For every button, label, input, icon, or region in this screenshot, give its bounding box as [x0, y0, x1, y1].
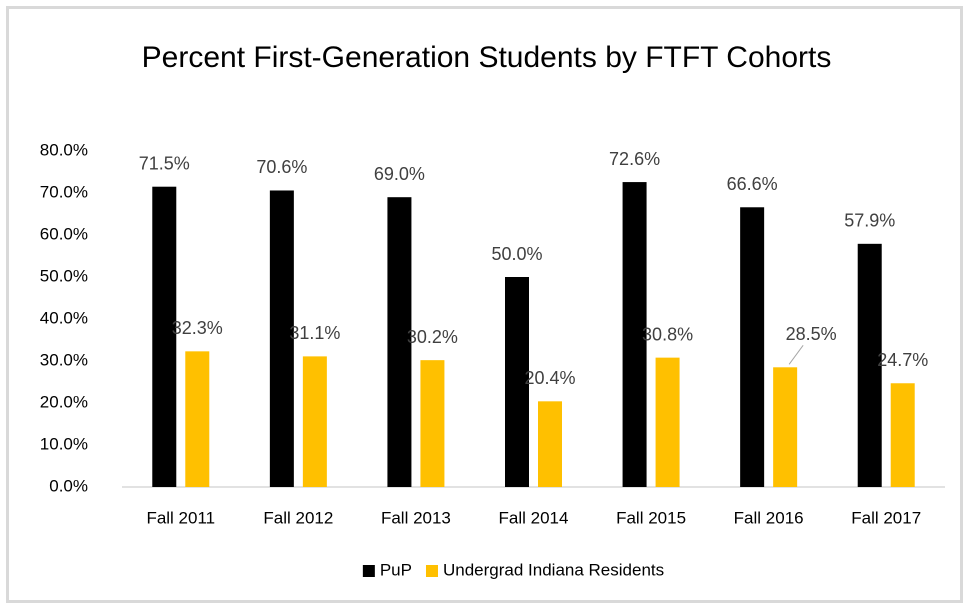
data-label: 30.2% [407, 327, 458, 347]
data-label: 71.5% [139, 153, 190, 173]
data-label: 28.5% [786, 324, 837, 344]
legend-swatch [425, 565, 438, 577]
bar [740, 207, 765, 487]
bar [302, 356, 327, 487]
legend-label: PuP [380, 560, 412, 579]
x-tick-label: Fall 2011 [146, 508, 215, 527]
bar [269, 190, 294, 488]
data-label: 31.1% [289, 323, 340, 343]
data-label: 32.3% [172, 318, 223, 338]
data-label: 69.0% [374, 164, 425, 184]
bar [505, 277, 529, 487]
bar [185, 351, 210, 487]
y-tick-label: 0.0% [49, 476, 88, 495]
data-label: 30.8% [642, 324, 693, 344]
y-tick-label: 50.0% [40, 266, 88, 285]
legend-label: Undergrad Indiana Residents [443, 560, 664, 579]
x-tick-label: Fall 2014 [499, 508, 569, 527]
y-tick-label: 80.0% [40, 140, 88, 159]
data-label: 24.7% [877, 350, 928, 370]
x-tick-label: Fall 2012 [263, 508, 333, 527]
y-tick-label: 30.0% [40, 350, 88, 369]
data-label: 57.9% [844, 211, 895, 231]
bar [622, 182, 647, 487]
bar [538, 401, 562, 487]
y-tick-label: 70.0% [40, 182, 88, 201]
chart-frame [6, 6, 963, 603]
x-tick-label: Fall 2015 [616, 508, 686, 527]
x-tick-label: Fall 2013 [381, 508, 451, 527]
y-tick-label: 20.0% [40, 392, 88, 411]
data-label: 66.6% [727, 174, 778, 194]
y-tick-label: 10.0% [40, 434, 88, 453]
bar [857, 243, 882, 487]
x-tick-label: Fall 2016 [734, 508, 804, 527]
y-tick-label: 40.0% [40, 308, 88, 327]
bar [773, 367, 798, 487]
y-tick-label: 60.0% [40, 224, 88, 243]
data-label: 20.4% [524, 368, 575, 388]
bar [420, 360, 445, 487]
x-tick-label: Fall 2017 [851, 508, 921, 527]
bar [890, 383, 915, 487]
data-label: 50.0% [491, 244, 542, 264]
data-label: 72.6% [609, 149, 660, 169]
legend-swatch [362, 565, 375, 577]
leader-line [788, 345, 804, 365]
bar [387, 197, 412, 487]
data-label: 70.6% [256, 157, 307, 177]
chart-title: Percent First-Generation Students by FTF… [141, 41, 832, 74]
bar [655, 357, 680, 487]
bar [152, 186, 177, 487]
